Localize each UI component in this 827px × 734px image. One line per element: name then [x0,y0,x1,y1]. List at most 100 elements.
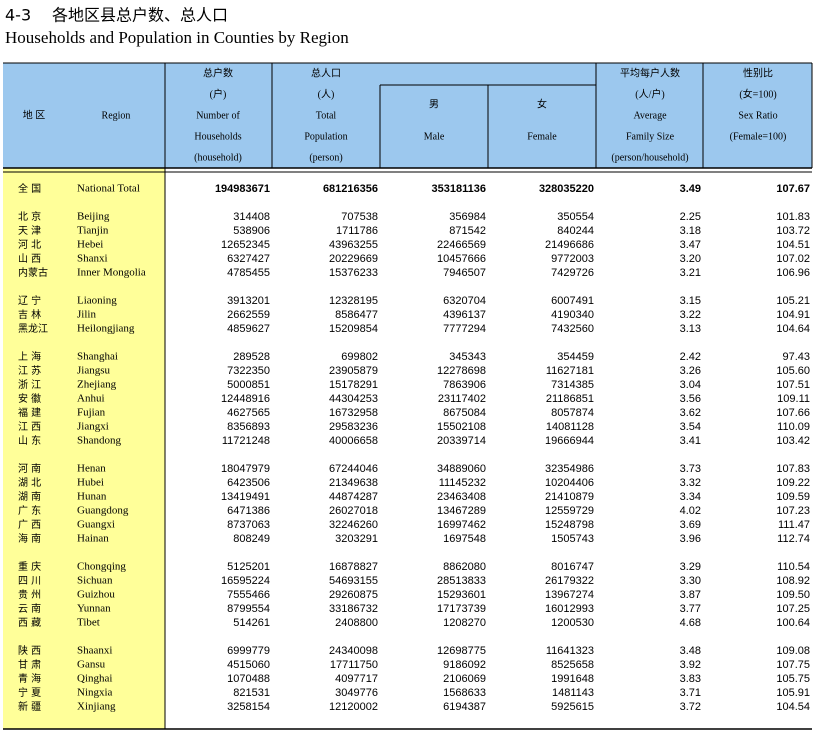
cell-value: 21410879 [545,491,594,503]
region-cn: 江 西 [18,421,41,433]
header-text: Region [102,110,131,121]
header-text: (户) [210,87,227,100]
cell-value: 3049776 [335,687,378,699]
cell-value: 1711786 [336,225,378,237]
cell-value: 12652345 [221,239,270,251]
cell-value: 10204406 [545,477,594,489]
cell-value: 12328195 [329,295,378,307]
cell-value: 4859627 [227,323,270,335]
header-text: Sex Ratio [738,110,777,121]
region-en: Inner Mongolia [77,267,146,279]
region-cn: 天 津 [18,225,41,237]
cell-value: 16878827 [329,561,378,573]
cell-value: 8057874 [551,407,594,419]
cell-value: 11145232 [439,477,486,489]
cell-value: 345343 [449,351,486,363]
cell-value: 40006658 [329,435,378,447]
cell-value: 681216356 [323,183,378,195]
cell-value: 33186732 [329,603,378,615]
region-en: Guangdong [77,505,129,517]
cell-value: 1208270 [443,617,486,629]
cell-value: 3.77 [680,603,701,615]
cell-value: 5000851 [227,379,270,391]
cell-value: 16595224 [221,575,270,587]
header-text: Average [633,110,667,121]
region-en: Shanxi [77,253,108,265]
cell-value: 32246260 [329,519,378,531]
title-cn: 各地区县总户数、总人口 [52,6,228,25]
cell-value: 106.96 [776,267,810,279]
cell-value: 111.47 [778,519,810,531]
cell-value: 3.73 [680,463,701,475]
cell-value: 15178291 [329,379,378,391]
cell-value: 3.69 [680,519,701,531]
cell-value: 1568633 [443,687,486,699]
cell-value: 4627565 [227,407,270,419]
cell-value: 109.22 [776,477,810,489]
cell-value: 101.83 [776,211,810,223]
cell-value: 29583236 [329,421,378,433]
cell-value: 194983671 [215,183,270,195]
region-cn: 河 北 [18,239,41,251]
cell-value: 808249 [233,533,270,545]
region-en: Qinghai [77,673,112,685]
cell-value: 2.25 [680,211,701,223]
cell-value: 3.48 [680,645,701,657]
region-cn: 宁 夏 [18,686,41,699]
region-cn: 云 南 [18,602,41,615]
header-text: 总户数 [203,66,233,79]
cell-value: 7555466 [227,589,270,601]
cell-value: 7863906 [443,379,486,391]
region-en: Jilin [77,309,96,321]
cell-value: 3.49 [680,183,701,195]
cell-value: 103.42 [776,435,810,447]
cell-value: 16732958 [329,407,378,419]
cell-value: 3913201 [227,295,270,307]
cell-value: 43963255 [329,239,378,251]
cell-value: 15293601 [437,589,486,601]
header-text: 性别比 [743,66,773,79]
cell-value: 23905879 [329,365,378,377]
cell-value: 11721248 [222,435,270,447]
cell-value: 17173739 [437,603,486,615]
cell-value: 3.13 [680,323,701,335]
cell-value: 9186092 [443,659,486,671]
header-text: Population [304,131,347,142]
cell-value: 1481143 [552,687,594,699]
header-text: 男 [429,98,439,110]
cell-value: 6471386 [227,505,270,517]
cell-value: 15248798 [545,519,594,531]
cell-value: 11627181 [546,365,594,377]
cell-value: 3.92 [680,659,701,671]
cell-value: 3.96 [680,533,701,545]
region-cn: 浙 江 [18,379,41,391]
cell-value: 18047979 [221,463,270,475]
cell-value: 107.66 [776,407,810,419]
region-cn: 黑龙江 [18,322,48,335]
cell-value: 3.21 [680,267,701,279]
header-text: (女=100) [739,87,776,100]
cell-value: 3.18 [680,225,701,237]
region-cn: 上 海 [18,350,41,363]
cell-value: 840244 [557,225,594,237]
cell-value: 3.29 [680,561,701,573]
cell-value: 5125201 [227,561,270,573]
cell-value: 107.51 [776,379,810,391]
region-en: Shaanxi [77,645,112,657]
cell-value: 107.67 [776,183,810,195]
cell-value: 12278698 [437,365,486,377]
header-text: 女 [537,97,547,110]
cell-value: 354459 [557,351,594,363]
cell-value: 109.59 [776,491,810,503]
region-cn: 海 南 [18,532,41,545]
cell-value: 514261 [233,617,270,629]
cell-value: 17711750 [330,659,378,671]
cell-value: 8799554 [227,603,270,615]
cell-value: 2.42 [680,351,701,363]
region-cn: 安 徽 [18,392,41,405]
cell-value: 12559729 [545,505,594,517]
cell-value: 3.54 [680,421,701,433]
header-text: 总人口 [311,66,341,79]
cell-value: 3.41 [680,435,701,447]
cell-value: 3.56 [680,393,701,405]
